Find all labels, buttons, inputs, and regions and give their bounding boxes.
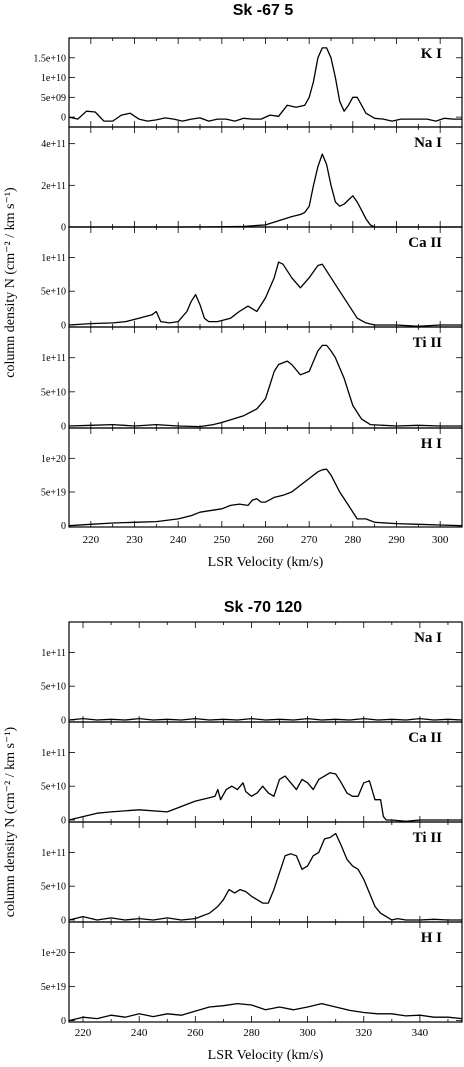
y-tick-label: 0: [61, 421, 66, 432]
y-tick-label: 0: [61, 223, 66, 234]
x-tick-label: 300: [432, 534, 449, 546]
y-tick-label: 0: [61, 715, 66, 726]
y-tick-label: 1e+20: [41, 948, 66, 959]
x-tick-label: 220: [75, 1027, 92, 1039]
x-axis-label: LSR Velocity (km/s): [208, 555, 324, 570]
y-tick-label: 5e+10: [41, 287, 66, 298]
panel-frame: [68, 821, 463, 923]
y-tick-label: 0: [61, 815, 66, 826]
panel-h-i: 0 5e+19 1e+20 H I: [41, 921, 463, 1027]
y-tick-label: 0: [61, 915, 66, 926]
y-tick-label: 1e+11: [41, 648, 66, 659]
x-tick-label: 260: [257, 534, 274, 546]
series-line-k-i: [68, 47, 462, 122]
y-tick-label: 5e+10: [41, 782, 66, 793]
chart-title: Sk -67 5: [233, 2, 294, 19]
y-tick-label: 0: [61, 113, 66, 124]
y-tick-label: 1e+11: [41, 253, 66, 264]
species-label: Ca II: [408, 235, 442, 251]
chart-title: Sk -70 120: [224, 599, 302, 616]
x-tick-label: 240: [170, 534, 187, 546]
y-tick-label: 1.5e+10: [33, 53, 66, 64]
x-axis-label: LSR Velocity (km/s): [208, 1048, 324, 1063]
chart-1: Sk -70 120 0 5e+10 1e+11 Na I 0 5e+10 1e+11 Ca I…: [3, 599, 463, 1063]
species-label: H I: [421, 930, 442, 946]
x-tick-label: 290: [388, 534, 405, 546]
y-tick-label: 1e+11: [41, 748, 66, 759]
y-axis-label: column density N (cm⁻² / km s⁻¹): [3, 726, 18, 917]
panel-frame: [68, 427, 463, 528]
panel-frame: [68, 326, 463, 429]
panel-na-i: 0 5e+10 1e+11 Na I: [41, 621, 463, 726]
chart-0: Sk -67 5 0 5e+09 1e+10 1.5e+10 K I 0 2e+11 4e+11…: [3, 2, 463, 570]
series-line-na-i: [69, 153, 462, 228]
y-tick-label: 5e+10: [41, 387, 66, 398]
panel-h-i: 0 5e+19 1e+20 H I: [41, 427, 463, 532]
panel-na-i: 0 2e+11 4e+11 Na I: [41, 126, 463, 234]
y-axis-label: column density N (cm⁻² / km s⁻¹): [3, 187, 18, 378]
panel-ti-ii: 0 5e+10 1e+11 Ti II: [41, 821, 463, 926]
series-line-ca-ii: [68, 772, 462, 822]
panel-frame: [68, 226, 463, 328]
y-tick-label: 0: [61, 320, 66, 331]
x-tick-label: 260: [187, 1027, 204, 1039]
series-line-ti-ii: [68, 832, 462, 921]
species-label: Na I: [414, 630, 442, 646]
x-tick-label: 230: [126, 534, 143, 546]
series-line-ti-ii: [68, 344, 462, 428]
panel-ca-ii: 0 5e+10 1e+11 Ca II: [41, 721, 463, 826]
y-tick-label: 4e+11: [41, 139, 66, 150]
series-line-h-i: [68, 1002, 463, 1022]
x-tick-label: 300: [299, 1027, 316, 1039]
x-tick-label: 270: [301, 534, 318, 546]
panel-frame: [68, 621, 463, 723]
panel-ca-ii: 0 5e+10 1e+11 Ca II: [41, 226, 463, 331]
y-tick-label: 0: [61, 1016, 66, 1027]
species-label: Ti II: [413, 335, 442, 351]
panel-k-i: 0 5e+09 1e+10 1.5e+10 K I: [33, 37, 463, 128]
y-tick-label: 5e+10: [41, 882, 66, 893]
x-tick-label: 280: [243, 1027, 260, 1039]
y-tick-label: 0: [61, 521, 66, 532]
species-label: Na I: [414, 135, 442, 151]
series-line-na-i: [68, 717, 463, 721]
species-label: Ca II: [408, 730, 442, 746]
x-tick-label: 340: [412, 1027, 429, 1039]
x-tick-label: 240: [131, 1027, 148, 1039]
y-tick-label: 5e+19: [41, 982, 66, 993]
y-tick-label: 1e+10: [41, 73, 66, 84]
species-label: K I: [421, 46, 442, 62]
y-tick-label: 5e+09: [41, 93, 66, 104]
x-tick-label: 250: [214, 534, 231, 546]
y-tick-label: 2e+11: [41, 181, 66, 192]
x-tick-label: 320: [356, 1027, 373, 1039]
panel-ti-ii: 0 5e+10 1e+11 Ti II: [41, 326, 463, 432]
panel-frame: [68, 126, 463, 228]
y-tick-label: 1e+11: [41, 353, 66, 364]
x-tick-label: 220: [83, 534, 100, 546]
panel-frame: [68, 721, 463, 823]
species-label: Ti II: [413, 830, 442, 846]
x-tick-label: 280: [345, 534, 362, 546]
y-tick-label: 5e+10: [41, 682, 66, 693]
panel-frame: [68, 921, 463, 1023]
y-tick-label: 1e+11: [41, 848, 66, 859]
species-label: H I: [421, 436, 442, 452]
y-tick-label: 1e+20: [41, 454, 66, 465]
series-line-h-i: [68, 468, 463, 527]
series-line-ca-ii: [68, 261, 462, 327]
y-tick-label: 5e+19: [41, 487, 66, 498]
